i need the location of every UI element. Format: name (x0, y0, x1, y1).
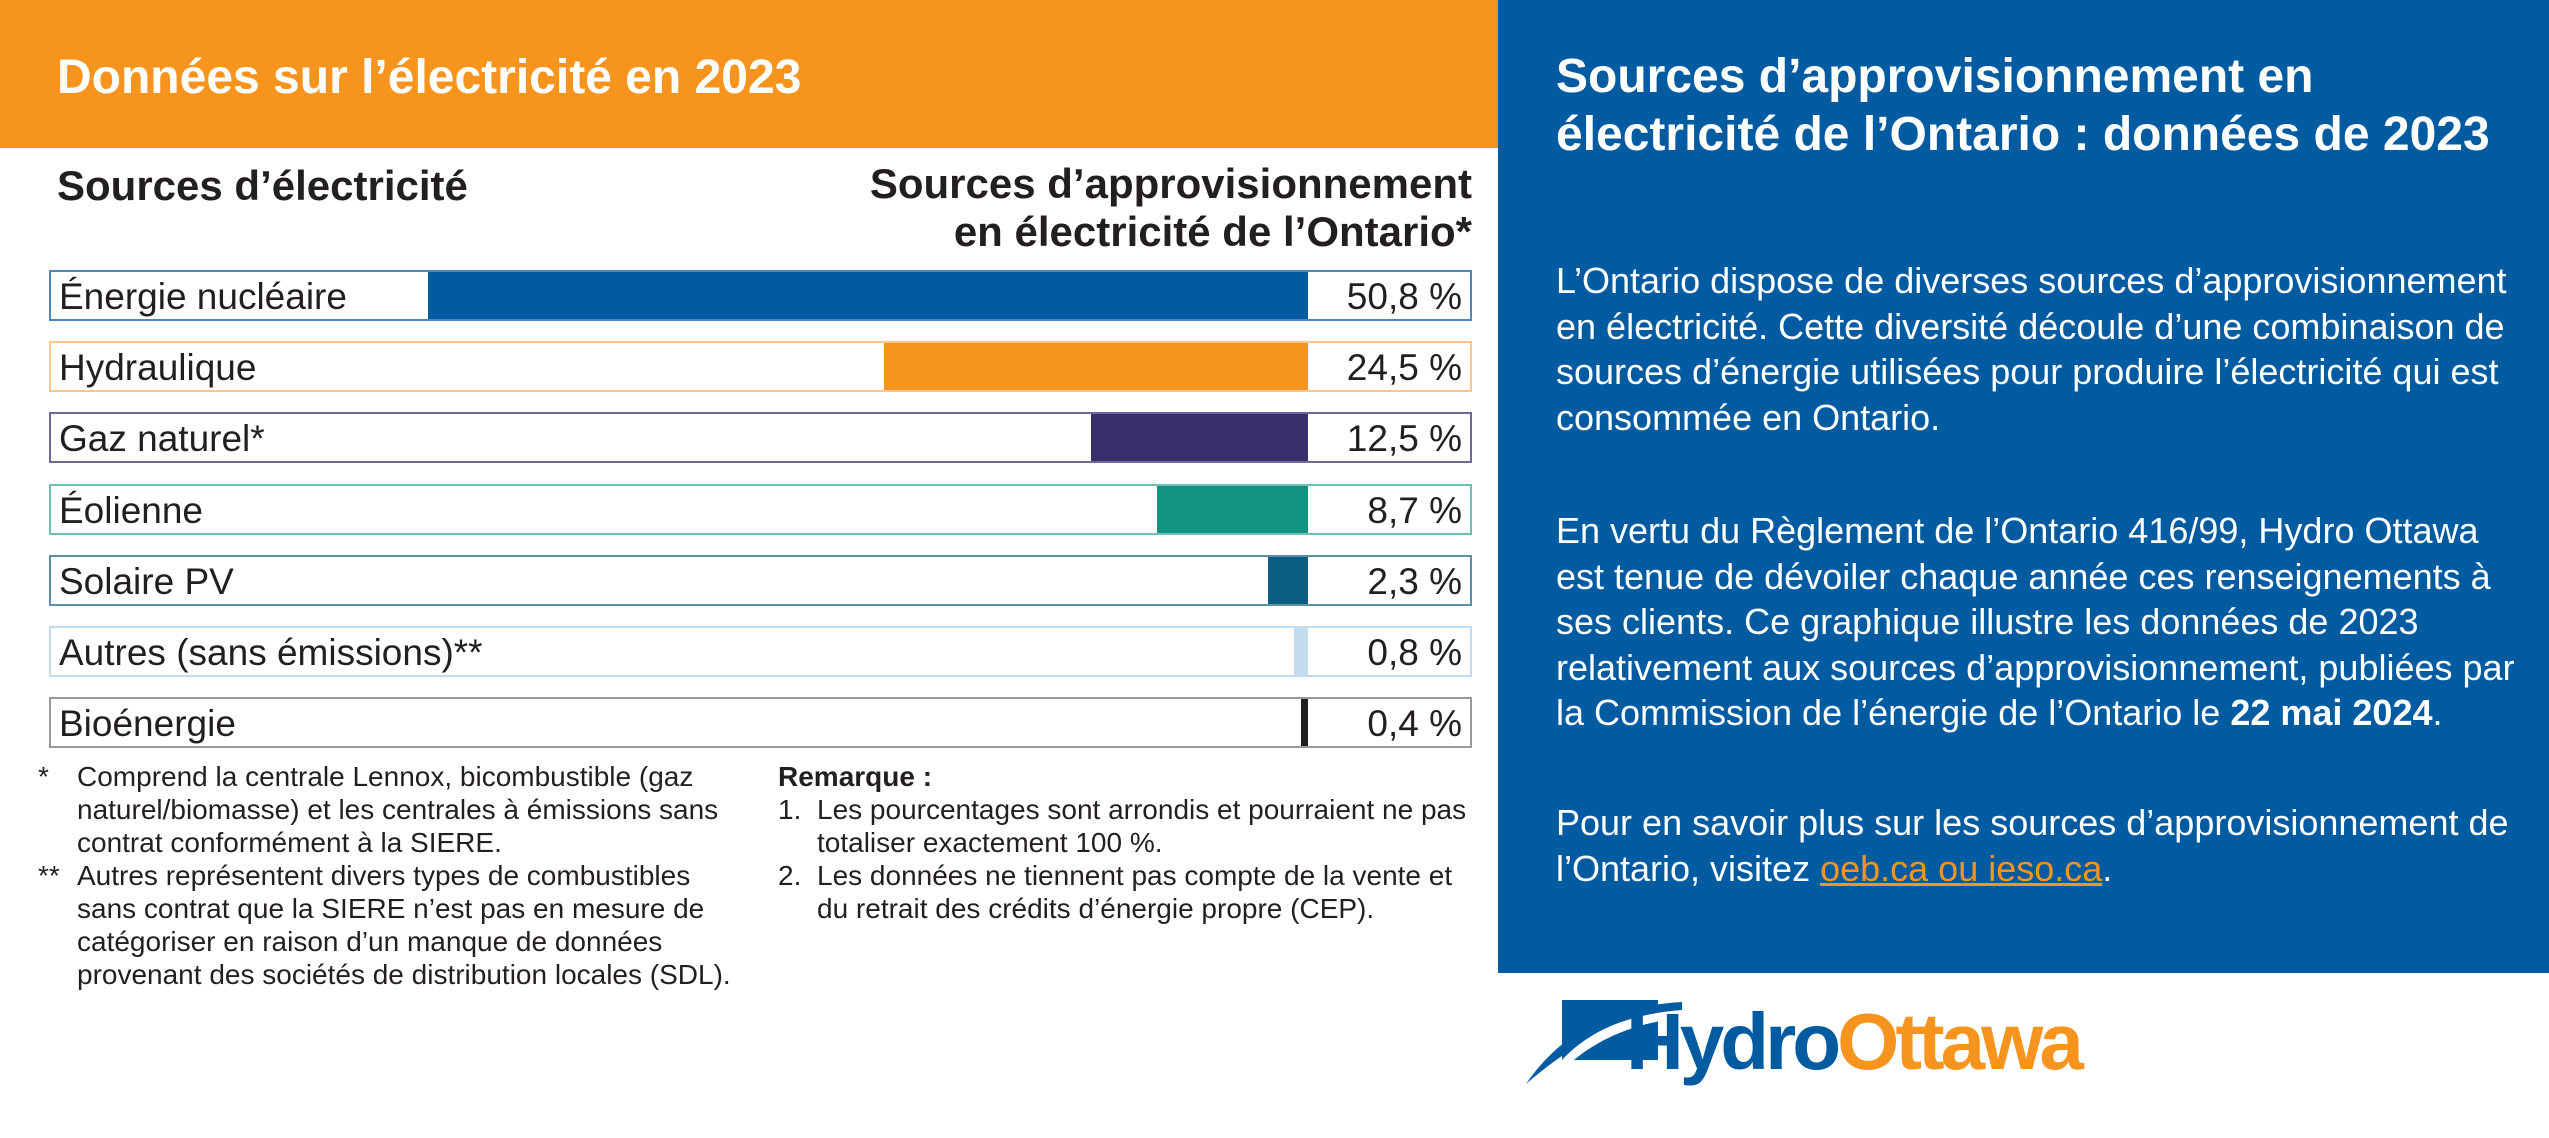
logo-wordmark: HydroOttawa (1626, 997, 2084, 1087)
remark-item-2: 2. Les données ne tiennent pas compte de… (778, 859, 1478, 925)
chart-row: Solaire PV 2,3 % (49, 554, 1472, 606)
remark-item-2-text: Les données ne tiennent pas compte de la… (817, 860, 1453, 924)
info-paragraph-3: Pour en savoir plus sur les sources d’ap… (1556, 800, 2516, 891)
footnote-double-star-text: Autres représentent divers types de comb… (77, 860, 731, 990)
chart-bar (1294, 628, 1308, 675)
chart-title-right-line2: en électricité de l’Ontario* (953, 208, 1472, 255)
chart-row: Bioénergie 0,4 % (49, 697, 1472, 749)
logo-word-hydro: Hydro (1626, 997, 1841, 1086)
chart-title-right: Sources d’approvisionnement en électrici… (870, 160, 1472, 256)
info-paragraph-2-text: En vertu du Règlement de l’Ontario 416/9… (1556, 510, 2515, 733)
footnotes: * Comprend la centrale Lennox, bicombust… (38, 760, 738, 991)
header-banner: Données sur l’électricité en 2023 (0, 0, 1498, 148)
chart-category-label: Hydraulique (59, 347, 257, 389)
chart-value-label: 0,4 % (1367, 703, 1462, 745)
info-paragraph-2: En vertu du Règlement de l’Ontario 416/9… (1556, 508, 2516, 736)
remark-item-1-number: 1. (778, 794, 802, 825)
chart-value-label: 8,7 % (1367, 489, 1462, 531)
chart-row: Énergie nucléaire 50,8 % (49, 270, 1472, 321)
chart-category-label: Solaire PV (59, 560, 234, 602)
chart-bar (1301, 699, 1308, 747)
footnote-double-star-mark: ** (38, 860, 60, 891)
chart-category-label: Éolienne (59, 489, 204, 531)
remarks-title: Remarque : (778, 761, 933, 792)
hydro-ottawa-logo (1526, 1000, 1682, 1084)
remark-item-1: 1. Les pourcentages sont arrondis et pou… (778, 793, 1478, 859)
remark-item-1-text: Les pourcentages sont arrondis et pourra… (817, 794, 1467, 858)
chart-row: Hydraulique 24,5 % (49, 341, 1472, 393)
publication-date: 22 mai 2024 (2230, 692, 2433, 733)
chart-title-left: Sources d’électricité (57, 162, 468, 209)
info-paragraph-1: L’Ontario dispose de diverses sources d’… (1556, 260, 2507, 438)
chart-value-label: 24,5 % (1346, 347, 1462, 389)
remark-item-2-number: 2. (778, 860, 802, 891)
page-title: Données sur l’électricité en 2023 (57, 51, 802, 104)
chart-title-right-line1: Sources d’approvisionnement (869, 160, 1472, 207)
chart-category-label: Bioénergie (59, 703, 236, 745)
info-paragraph-3-text: Pour en savoir plus sur les sources d’ap… (1556, 802, 2509, 889)
footnote-double-star: ** Autres représentent divers types de c… (38, 859, 738, 991)
chart-category-label: Gaz naturel* (59, 418, 265, 460)
chart-value-label: 0,8 % (1367, 632, 1462, 673)
logo-arc-icon (1562, 1010, 1682, 1060)
oeb-ieso-link[interactable]: oeb.ca ou ieso.ca (1820, 847, 2103, 889)
chart-bar (1091, 414, 1308, 462)
footnote-star-mark: * (38, 761, 49, 792)
chart-value-label: 50,8 % (1346, 276, 1462, 317)
chart-bar (428, 272, 1308, 319)
info-panel-title: Sources d’approvisionnement en électrici… (1556, 50, 2490, 161)
info-paragraph-2-end: . (2432, 692, 2443, 733)
chart-row: Gaz naturel* 12,5 % (49, 412, 1472, 464)
chart-category-label: Autres (sans émissions)** (59, 632, 483, 673)
info-panel: Sources d’approvisionnement en électrici… (1498, 0, 2549, 973)
footnote-star-text: Comprend la centrale Lennox, bicombustib… (77, 761, 719, 858)
chart-bar (883, 343, 1308, 391)
chart-category-label: Énergie nucléaire (59, 276, 347, 317)
chart-row: Éolienne 8,7 % (49, 483, 1472, 535)
chart-row: Autres (sans émissions)** 0,8 % (49, 626, 1472, 677)
remarks: Remarque : 1. Les pourcentages sont arro… (778, 760, 1478, 925)
chart-value-label: 12,5 % (1346, 418, 1462, 460)
logo-swoosh-icon (1526, 1002, 1682, 1084)
logo-word-ottawa: Ottawa (1837, 997, 2084, 1086)
chart-value-label: 2,3 % (1367, 560, 1462, 602)
chart-bar (1268, 556, 1308, 604)
footnote-star: * Comprend la centrale Lennox, bicombust… (38, 760, 738, 859)
chart-bar (1157, 485, 1308, 533)
info-paragraph-3-end: . (2102, 847, 2113, 889)
